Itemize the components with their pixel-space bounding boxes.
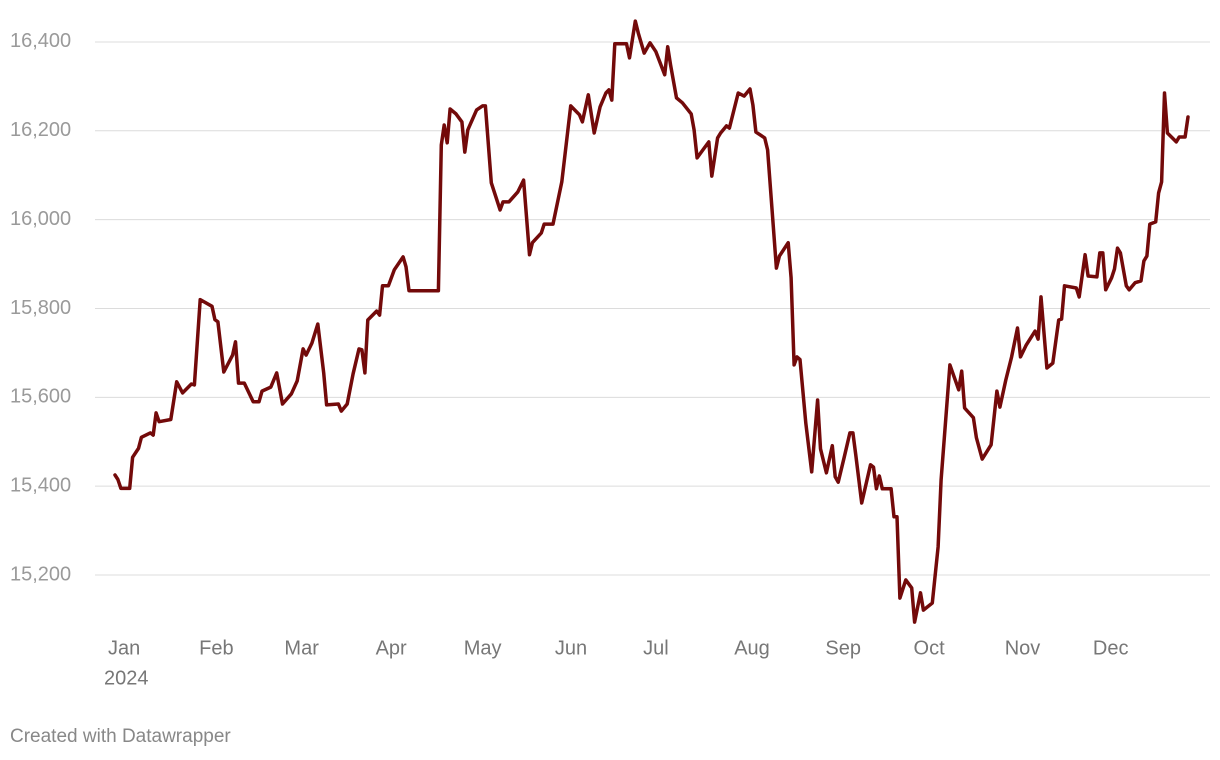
y-tick-label: 15,800: [10, 297, 71, 319]
x-tick-label: Dec: [1093, 637, 1129, 659]
x-tick-label: Mar: [284, 637, 319, 659]
year-label: 2024: [104, 667, 149, 689]
y-tick-label: 16,000: [10, 208, 71, 230]
y-tick-label: 15,400: [10, 474, 71, 496]
credit: Created with Datawrapper: [10, 726, 231, 747]
y-tick-label: 16,400: [10, 30, 71, 52]
x-tick-label: Nov: [1005, 637, 1041, 659]
x-tick-label: Jan: [108, 637, 140, 659]
x-tick-label: Aug: [734, 637, 770, 659]
x-tick-label: Jul: [643, 637, 669, 659]
x-tick-label: May: [464, 637, 502, 659]
x-tick-label: Oct: [914, 637, 946, 659]
y-tick-label: 15,600: [10, 386, 71, 408]
x-tick-label: Jun: [555, 637, 587, 659]
y-tick-label: 15,200: [10, 563, 71, 585]
x-tick-label: Feb: [199, 637, 233, 659]
x-tick-label: Apr: [376, 637, 407, 659]
line: [113, 19, 1190, 624]
x-tick-label: Sep: [825, 637, 861, 659]
y-tick-label: 16,200: [10, 119, 71, 141]
